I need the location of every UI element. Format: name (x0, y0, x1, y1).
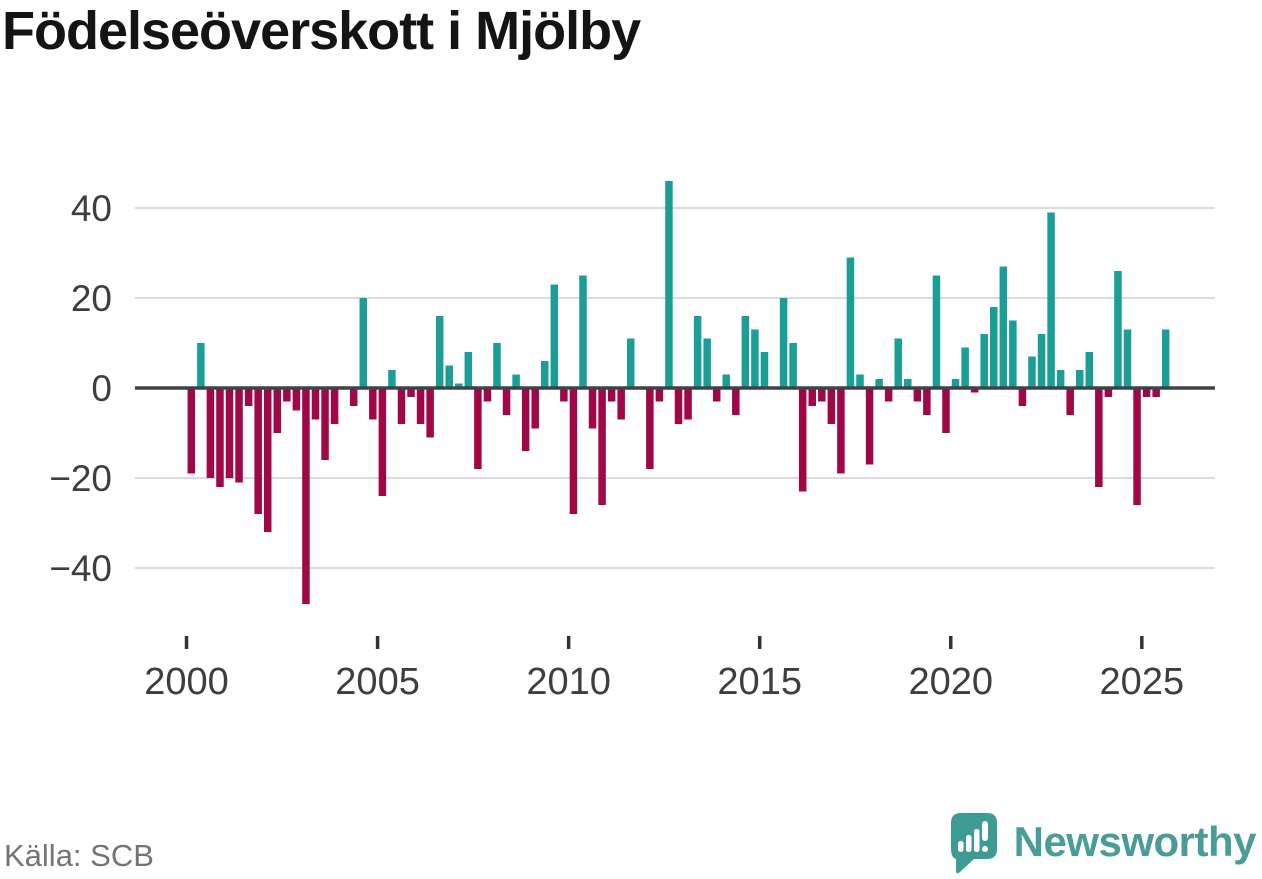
svg-text:2020: 2020 (908, 661, 993, 703)
newsworthy-logo: Newsworthy (948, 810, 1257, 874)
svg-text:2005: 2005 (335, 661, 420, 703)
svg-text:−40: −40 (49, 548, 112, 589)
svg-text:2015: 2015 (717, 661, 802, 703)
svg-text:40: 40 (71, 188, 112, 229)
bar-chart-speech-bubble-icon (950, 813, 997, 874)
svg-text:2025: 2025 (1100, 661, 1185, 703)
source-label: Källa: SCB (4, 838, 154, 873)
svg-text:2000: 2000 (144, 661, 229, 703)
newsworthy-wordmark: Newsworthy (1013, 818, 1257, 865)
svg-text:0: 0 (91, 368, 112, 409)
svg-text:20: 20 (71, 278, 112, 319)
chart-title: Födelseöverskott i Mjölby (2, 1, 641, 61)
svg-text:2010: 2010 (526, 661, 611, 703)
birth-surplus-bar-chart: 40 20 0 −20 −40 2000 2005 2010 2015 2020 2025 (49, 181, 1215, 703)
svg-text:−20: −20 (49, 458, 112, 499)
